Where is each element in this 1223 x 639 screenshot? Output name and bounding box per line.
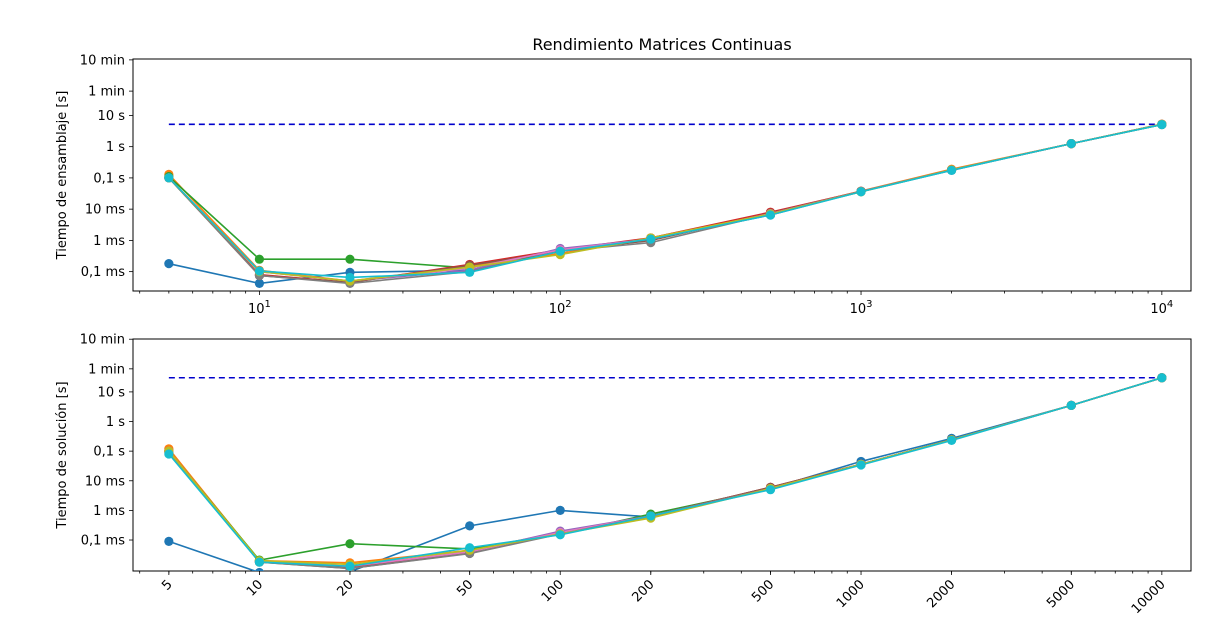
y-tick-label: 0,1 s [93,171,125,186]
data-point [255,567,264,571]
y-axis-label: Tiempo de ensamblaje [s] [55,91,70,261]
y-axis-label: Tiempo de solución [s] [55,381,70,529]
data-point [856,460,866,470]
y-tick-label: 1 min [88,85,125,100]
data-point [345,561,355,571]
assembly-time-panel: 101 102 103 104 0,1 ms 1 ms 10 ms 0,1 s 1 s 10 s 1… [55,53,1192,317]
data-point [946,165,957,175]
data-point [555,530,565,540]
data-point [345,272,355,283]
data-point [1157,373,1167,383]
data-point [254,266,265,276]
data-point [164,536,174,546]
data-point [765,485,776,495]
data-point [646,234,656,244]
y-tick-label: 1 s [106,140,125,155]
x-tick-label: 101 [248,299,271,317]
y-tick-label: 10 s [98,385,126,400]
data-point [465,267,475,277]
data-point [555,505,565,515]
data-point [765,210,776,220]
data-point [254,557,265,567]
plot-area [164,373,1167,571]
data-point [465,521,475,531]
data-point [345,539,355,549]
plot-area [164,119,1167,289]
y-tick-label: 10 min [80,333,125,348]
x-tick-label: 104 [1150,299,1173,317]
y-tick-label: 0,1 s [93,445,125,460]
x-tick-label: 103 [850,299,873,317]
y-tick-label: 0,1 ms [81,265,125,280]
data-point [646,511,656,521]
data-point [254,254,265,264]
chart-title: Rendimiento Matrices Continuas [532,35,791,54]
data-point [254,278,265,289]
data-point [164,173,174,183]
data-point [164,259,174,269]
axes-frame [132,58,1192,292]
axes-frame [132,338,1192,572]
data-point [856,187,866,197]
y-tick-label: 10 s [98,109,126,124]
data-point [345,254,355,264]
y-tick-label: 10 min [80,53,125,68]
y-tick-label: 1 s [106,415,125,430]
data-point [164,449,174,459]
y-tick-label: 1 min [88,362,125,377]
data-point [1157,119,1167,130]
y-tick-label: 1 ms [93,504,125,519]
y-tick-label: 1 ms [93,234,125,249]
data-point [1066,400,1076,410]
y-tick-label: 10 ms [85,203,125,218]
data-point [1066,139,1076,149]
y-tick-label: 10 ms [85,474,125,489]
data-point [555,246,565,256]
data-point [946,435,957,446]
y-tick-label: 0,1 ms [81,534,125,549]
x-tick-label: 102 [549,299,572,317]
data-point [465,543,475,553]
